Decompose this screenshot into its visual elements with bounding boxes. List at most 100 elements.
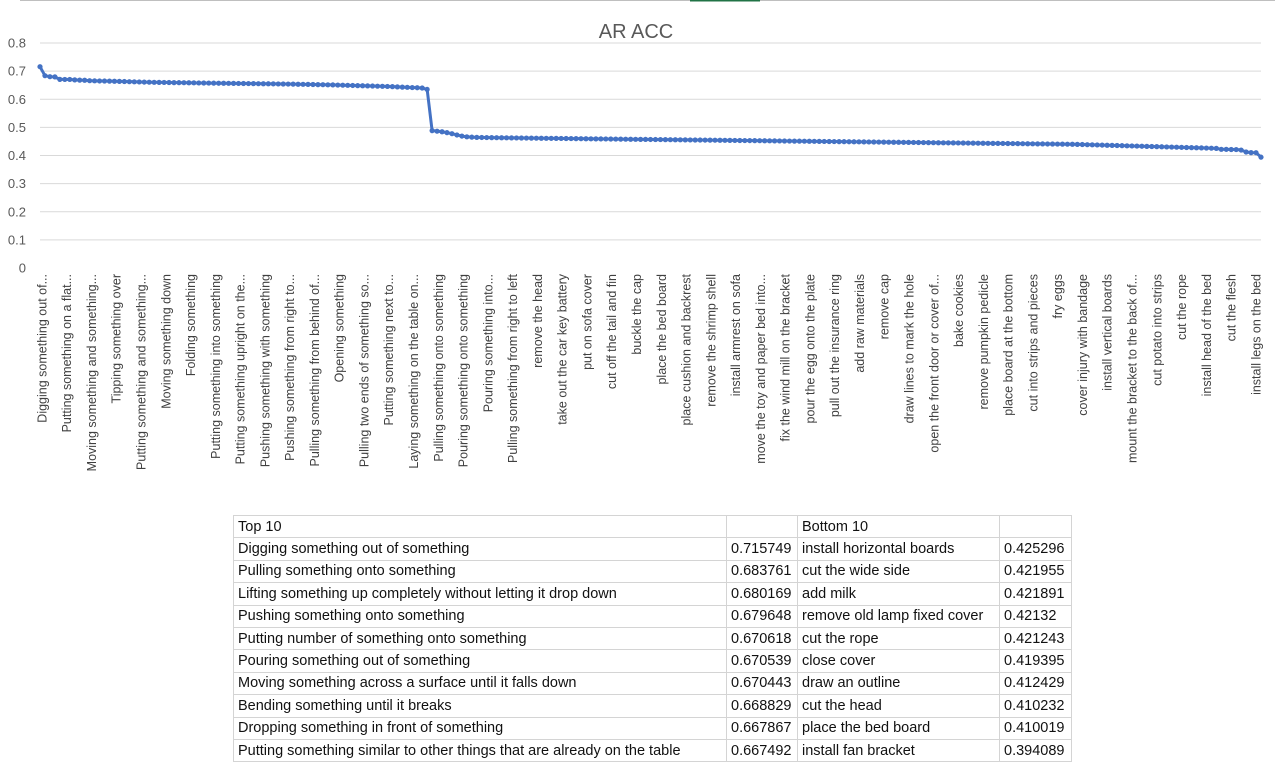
data-point <box>781 138 788 144</box>
top-activity-name: Dropping something in front of something <box>233 716 727 740</box>
x-tick-label: cut the flesh <box>1225 274 1239 341</box>
data-point <box>563 135 569 142</box>
data-point <box>876 139 882 145</box>
data-point <box>608 136 614 142</box>
data-point <box>1030 141 1036 147</box>
x-tick-label: install vertical boards <box>1101 274 1115 391</box>
data-point <box>1010 140 1016 147</box>
data-point <box>345 82 351 88</box>
x-tick-label: cover injury with bandage <box>1076 274 1090 416</box>
data-point <box>786 138 793 144</box>
data-point <box>965 140 971 146</box>
data-point <box>906 139 912 145</box>
data-point <box>915 139 922 146</box>
data-point <box>1213 145 1219 151</box>
data-point <box>1188 145 1195 151</box>
data-point <box>240 80 247 87</box>
data-point <box>955 140 961 146</box>
data-point <box>628 136 634 142</box>
data-point <box>1243 149 1249 155</box>
top-activity-value: 0.683761 <box>726 559 798 584</box>
y-tick-label: 0.3 <box>8 176 26 191</box>
data-point <box>1015 141 1021 147</box>
x-tick-label: Moving something and something... <box>85 274 99 471</box>
data-point <box>528 135 534 141</box>
data-point <box>216 80 222 86</box>
x-tick-label: Pushing something with something <box>258 274 272 467</box>
x-tick-label: install legs on the bed <box>1249 274 1263 395</box>
data-point <box>990 140 996 146</box>
table-row: Pouring something out of something 0.6705… <box>233 649 1072 673</box>
top-activity-value: 0.680169 <box>726 582 798 606</box>
data-point <box>757 138 763 144</box>
data-point <box>970 140 976 146</box>
x-tick-label: remove the shrimp shell <box>704 274 718 407</box>
data-point <box>186 80 192 86</box>
data-point <box>444 130 450 136</box>
data-point <box>871 139 877 145</box>
top-activity-value: 0.670443 <box>726 671 798 696</box>
data-point <box>1035 141 1041 147</box>
bottom-activity-name: draw an outline <box>797 671 1000 696</box>
top-activity-value: 0.668829 <box>726 694 798 718</box>
data-point <box>1208 145 1214 151</box>
data-point <box>503 135 510 141</box>
data-point <box>52 74 58 80</box>
data-point <box>211 80 217 86</box>
data-point <box>980 140 986 146</box>
data-point <box>335 82 341 88</box>
data-point <box>136 79 142 85</box>
x-tick-label: Digging something out of... <box>35 274 49 423</box>
x-tick-label: place cushion and backrest <box>680 273 694 425</box>
data-point <box>310 81 316 88</box>
data-point <box>360 83 366 89</box>
data-point <box>811 138 817 144</box>
x-tick-label: take out the car key battery <box>556 273 570 425</box>
data-point <box>245 80 252 87</box>
data-point <box>841 139 847 145</box>
data-point <box>886 139 892 145</box>
data-point <box>618 136 624 142</box>
data-point <box>459 133 465 139</box>
data-point <box>379 83 386 89</box>
data-point <box>389 84 395 90</box>
data-point <box>1084 142 1090 148</box>
data-point <box>518 135 525 141</box>
bottom-activity-value: 0.419395 <box>999 649 1072 673</box>
data-point <box>479 134 485 141</box>
data-point <box>434 128 440 134</box>
data-point <box>866 139 872 145</box>
table-row: Digging something out of something 0.7157… <box>233 537 1072 561</box>
data-point <box>374 83 381 89</box>
data-point <box>474 134 480 140</box>
data-point <box>305 81 311 87</box>
bottom-activity-value <box>999 514 1072 539</box>
data-point <box>1124 143 1130 149</box>
data-point <box>156 79 162 85</box>
bottom-activity-value: 0.421955 <box>999 559 1072 584</box>
data-point <box>404 84 410 90</box>
top-activity-value: 0.667867 <box>726 716 798 740</box>
data-point <box>364 83 371 89</box>
top-activity-name: Lifting something up completely without … <box>233 582 727 606</box>
data-point <box>419 85 425 91</box>
data-point <box>771 138 778 144</box>
data-point <box>355 83 361 89</box>
data-point <box>384 83 391 90</box>
data-point <box>548 135 554 141</box>
data-point <box>221 80 227 86</box>
x-tick-label: pull out the insurance ring <box>828 274 842 417</box>
data-point <box>369 83 376 89</box>
data-point <box>394 84 400 90</box>
x-tick-label: draw lines to mark the hole <box>903 274 917 423</box>
data-point <box>1154 144 1160 150</box>
data-point <box>275 81 281 87</box>
data-point <box>494 135 500 141</box>
data-point <box>111 78 118 84</box>
x-tick-label: mount the bracket to the back of... <box>1125 274 1139 463</box>
data-point <box>1223 146 1229 152</box>
data-point <box>533 135 539 141</box>
data-point <box>1233 146 1239 153</box>
data-point <box>1193 145 1200 151</box>
data-point <box>42 73 48 79</box>
